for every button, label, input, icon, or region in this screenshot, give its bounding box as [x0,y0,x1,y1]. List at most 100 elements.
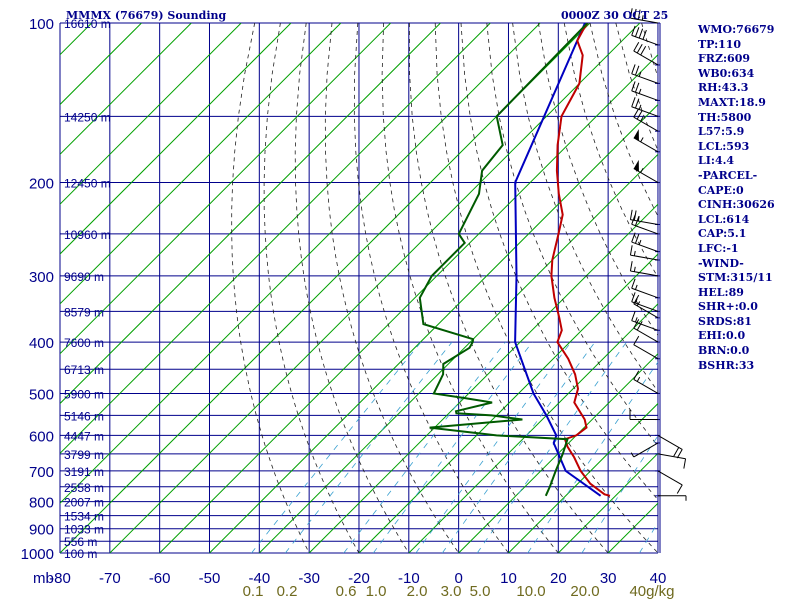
wind-barb [633,168,659,183]
sounding-index-item: LCL:593 [698,139,750,153]
mixing-ratio-label: 0.2 [277,583,298,600]
wind-barb-half-flag [641,15,644,21]
height-label: 5900 m [64,387,104,401]
isotherm-line [60,23,192,156]
pressure-tick-label: 400 [29,335,54,352]
isotherm-line [508,402,658,553]
sounding-index-item: LI:4.4 [698,154,735,168]
wind-barb-half-flag [638,71,642,77]
wind-barb [631,90,659,101]
wind-barb [657,434,683,450]
mixing-ratio-label: 20.0 [570,583,599,600]
mixing-ratio-label: 0.1 [243,583,264,600]
wind-barb-flag [631,97,636,107]
wind-barb-flag [636,321,643,331]
wind-barb-flag [642,29,647,40]
wind-barb [630,17,659,24]
isotherm-line [408,303,658,553]
wind-barb-flag [631,311,636,321]
isotherm-line [209,103,658,553]
sounding-index-item: BSHR:33 [698,358,755,372]
wind-barb-flag [636,44,643,54]
sounding-indices-list: WMO:76679 TP:110 FRZ:609 WB0:634 RH:43.3 MAXT… [698,23,775,373]
mixing-ratio-line [476,341,627,553]
wind-barb-pennant [633,159,639,172]
sounding-index-item: CAP:5.1 [698,227,747,241]
height-label: 12450 m [64,177,111,191]
wind-barb-flag [676,449,683,459]
mixing-ratio-label: 0.6 [336,583,357,600]
pressure-tick-label: 500 [29,386,54,403]
sounding-index-item: SRDS:81 [698,314,752,328]
wind-barb [633,303,659,319]
wind-barb [633,137,659,153]
wind-barb-half-flag [634,284,638,290]
wind-barb [633,442,659,458]
isotherm-line [308,203,658,553]
wind-barb [633,327,659,343]
height-label: 2007 m [64,496,104,510]
isotherm-grid [60,23,658,553]
height-label: 3191 m [64,465,104,479]
temperature-tick-label: -10 [398,570,420,587]
sounding-index-item: EHI:0.0 [698,329,746,343]
dry-adiabat-line [796,23,800,553]
mixing-ratio-line [639,521,658,553]
wind-barb-flag [637,9,641,20]
wind-barb-flag [633,319,640,329]
sounding-index-item: SHR+:0.0 [698,300,758,314]
sounding-index-item: HEL:89 [698,285,744,299]
dry-adiabat-line [771,23,800,553]
wind-barb [633,50,659,66]
height-label: 2558 m [64,481,104,495]
wind-barb-flag [634,233,640,244]
temperature-tick-label: -60 [149,570,171,587]
wind-barb-flag [629,261,633,272]
isotherm-line [358,253,658,553]
wind-barb-flag [638,28,644,39]
sounding-datetime: 0000Z 30 OCT 25 [561,9,669,22]
dry-adiabat-line [486,23,658,447]
wind-barb-flag [631,232,636,243]
mixing-ratio-line [581,434,658,553]
wind-barb-flag [633,42,640,52]
wind-barb-half-flag [633,266,636,272]
isotherm-line [557,452,658,553]
height-label: 556 m [64,535,97,549]
isotherm-line [60,23,541,504]
mixing-ratio-label: 2.0 [407,583,428,600]
wind-barb-flag [640,46,647,56]
dry-adiabat-line [294,23,410,553]
wind-barb-half-flag [633,250,636,256]
wind-barb-flag [636,110,643,120]
wind-barb-half-flag [638,88,642,94]
height-label: 14250 m [64,110,111,124]
pressure-tick-label: 1000 [21,546,54,563]
mixing-ratio-label: 10.0 [516,583,545,600]
height-label: 4447 m [64,429,104,443]
wind-barb-flag [629,245,633,256]
wind-barb [631,34,659,46]
sounding-index-item: WB0:634 [698,66,755,80]
sounding-index-item: CAPE:0 [698,183,744,197]
temperature-tick-label: 10 [500,570,517,587]
isotherm-line [60,23,292,255]
sounding-index-item: BRN:0.0 [698,344,750,358]
sounding-index-item: L57:5.9 [698,125,745,139]
wind-barb-half-flag [640,137,644,143]
sounding-index-item: RH:43.3 [698,81,749,95]
wind-barb [630,254,659,261]
pressure-tick-label: 200 [29,176,54,193]
pressure-tick-label: 800 [29,495,54,512]
wind-barb-half-flag [640,116,644,122]
mixing-ratio-line [251,341,422,553]
sounding-index-item: CINH:30626 [698,198,775,212]
wind-barb-flag [631,214,636,225]
wind-barb-flag [634,65,640,76]
wind-barb [631,241,659,253]
sounding-index-item: TP:110 [698,37,742,51]
pressure-tick-label: 600 [29,428,54,445]
wind-barb-flag [676,484,683,494]
mixing-ratio-line [441,341,596,553]
wind-barb-flag [631,64,636,74]
